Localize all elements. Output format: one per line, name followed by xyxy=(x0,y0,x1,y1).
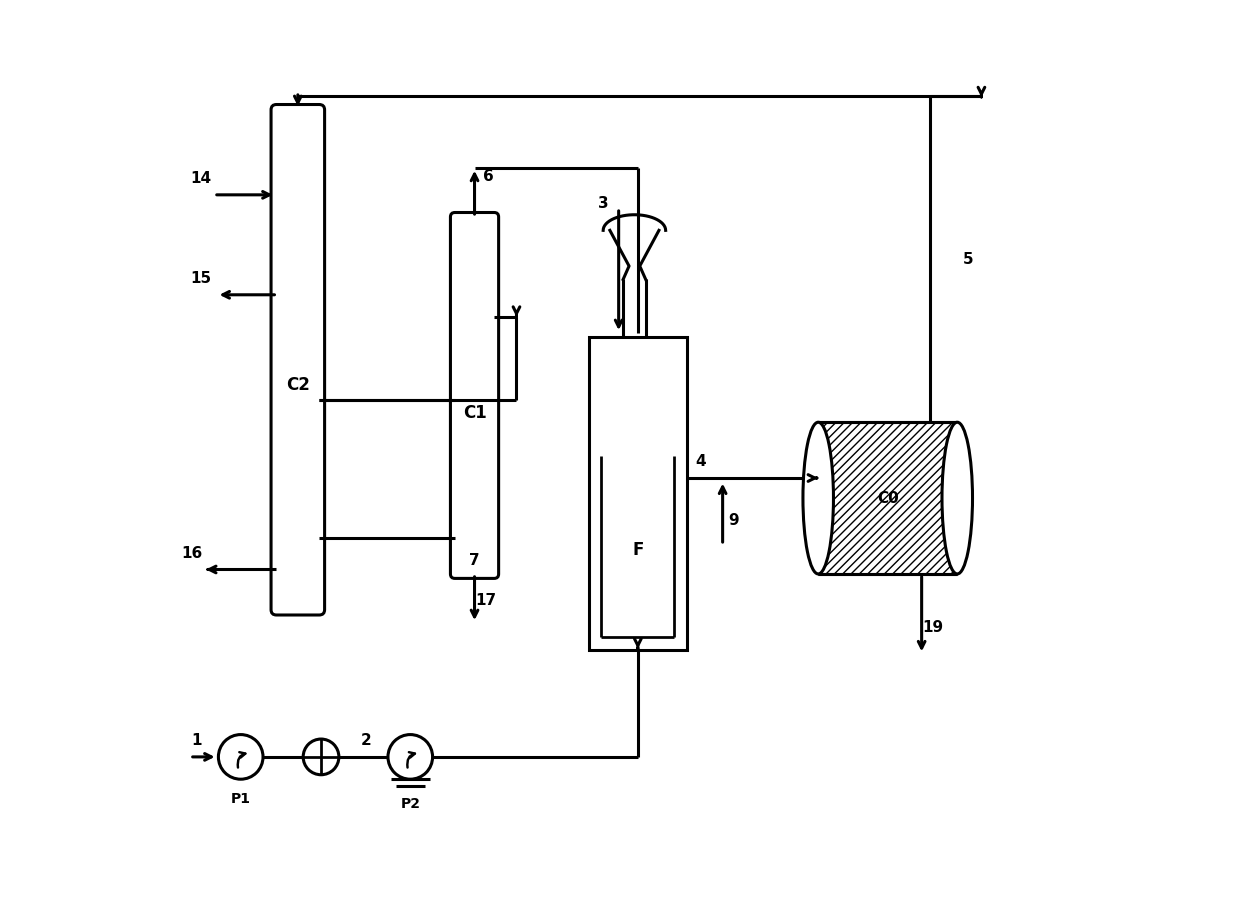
Ellipse shape xyxy=(942,422,972,574)
Text: 16: 16 xyxy=(181,546,202,561)
Text: 2: 2 xyxy=(361,734,372,748)
Text: P1: P1 xyxy=(231,792,250,806)
Text: P2: P2 xyxy=(401,797,420,811)
Text: 6: 6 xyxy=(482,170,494,184)
Text: 1: 1 xyxy=(191,734,201,748)
Text: 19: 19 xyxy=(923,620,944,635)
FancyBboxPatch shape xyxy=(450,213,498,578)
Text: 3: 3 xyxy=(598,196,609,211)
Text: F: F xyxy=(632,541,644,559)
Bar xyxy=(589,338,687,650)
Text: 7: 7 xyxy=(469,553,480,568)
Text: 14: 14 xyxy=(190,172,211,186)
Text: C0: C0 xyxy=(877,490,899,506)
Bar xyxy=(818,422,957,574)
Text: 5: 5 xyxy=(962,251,973,267)
Text: 4: 4 xyxy=(694,454,706,470)
FancyBboxPatch shape xyxy=(272,104,325,615)
Text: 9: 9 xyxy=(728,514,739,528)
Ellipse shape xyxy=(804,422,833,574)
Text: C1: C1 xyxy=(463,404,486,422)
Text: C2: C2 xyxy=(286,375,310,393)
Text: 17: 17 xyxy=(476,594,497,608)
Text: 15: 15 xyxy=(190,271,211,286)
